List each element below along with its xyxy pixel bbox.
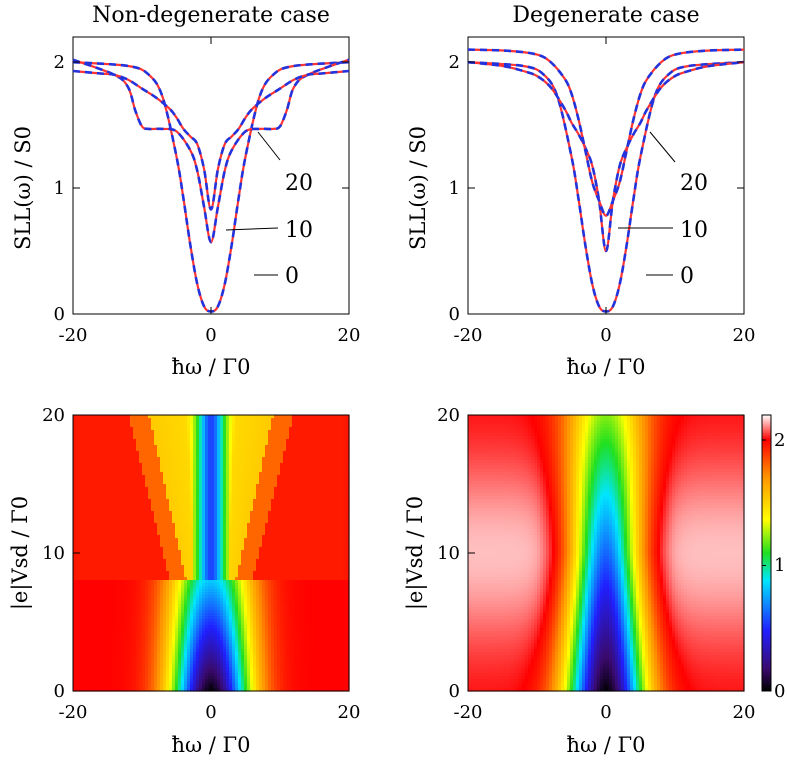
x-tick-label: 0	[600, 325, 611, 346]
annotation-label-0: 0	[285, 264, 299, 289]
y-tick-label: 0	[449, 304, 460, 325]
title-degenerate: Degenerate case	[512, 3, 699, 28]
series-line-dashed-10	[73, 60, 349, 243]
annotation-arrow	[258, 132, 280, 160]
panel-nondegenerate-lines: Non-degenerate case 0 1 2 -20 0 20 ħω / …	[11, 3, 360, 379]
x-tick-label: 20	[338, 325, 361, 346]
annotation-label-10: 10	[680, 218, 708, 243]
figure: Non-degenerate case 0 1 2 -20 0 20 ħω / …	[0, 0, 787, 761]
title-nondegenerate: Non-degenerate case	[92, 3, 330, 28]
x-tick-label: -20	[59, 325, 88, 346]
panel-degenerate-lines: Degenerate case 0 1 2 -20 0 20 ħω / Γ0 S…	[406, 3, 755, 379]
annotation-arrow	[650, 132, 675, 162]
y-tick-label: 0	[54, 304, 65, 325]
y-tick-label: 2	[54, 52, 65, 73]
y-axis-label: SLL(ω) / S0	[406, 126, 430, 250]
x-ticks: -20 0 20	[454, 37, 756, 346]
annotation-label-20: 20	[680, 171, 708, 196]
x-tick-label: -20	[454, 325, 483, 346]
heatmap-cells	[73, 415, 350, 692]
annotation-label-20: 20	[285, 171, 313, 196]
x-axis-label: ħω / Γ0	[566, 355, 645, 379]
panel-nondegenerate-heatmap: 0 10 20 -20 0 20 ħω / Γ0 |e|Vsd / Γ0	[8, 405, 360, 757]
y-tick-label: 1	[449, 178, 460, 199]
x-tick-label: 20	[733, 325, 756, 346]
x-axis-label: ħω / Γ0	[171, 355, 250, 379]
y-tick-label: 2	[449, 52, 460, 73]
series-line-10	[73, 60, 349, 243]
y-axis-label: SLL(ω) / S0	[11, 126, 35, 250]
y-tick-label: 1	[54, 178, 65, 199]
x-ticks: -20 0 20	[59, 37, 361, 346]
x-tick-label: 0	[205, 325, 216, 346]
annotation-label-0: 0	[680, 264, 694, 289]
annotation-label-10: 10	[285, 218, 313, 243]
